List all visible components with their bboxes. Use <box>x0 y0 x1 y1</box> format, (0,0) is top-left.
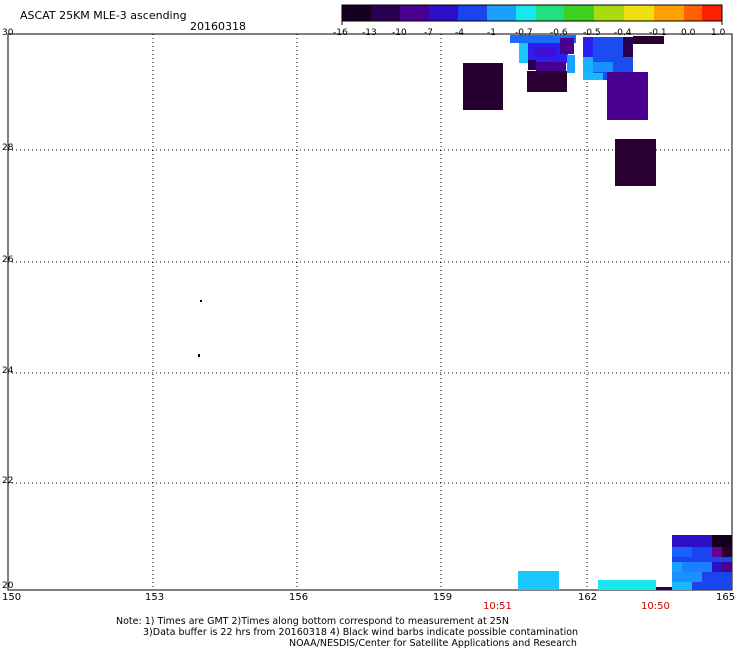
map-title: ASCAT 25KM MLE-3 ascending <box>20 9 187 22</box>
colorbar-label: -10 <box>392 28 407 38</box>
data-cell <box>672 535 712 547</box>
data-cell <box>583 73 603 80</box>
credit-line: NOAA/NESDIS/Center for Satellite Applica… <box>289 638 577 649</box>
data-cell <box>623 37 633 57</box>
grid-lines <box>8 34 732 590</box>
note-line-1: Note: 1) Times are GMT 2)Times along bot… <box>116 616 509 627</box>
data-cell <box>567 55 575 73</box>
colorbar-label: -0.6 <box>550 28 568 38</box>
colorbar-seg-6 <box>516 5 536 21</box>
data-cell <box>656 587 672 590</box>
colorbar-seg-0 <box>342 5 371 21</box>
plot-frame <box>7 33 733 591</box>
lon-label: 159 <box>433 592 453 603</box>
data-cell <box>527 71 567 92</box>
colorbar-label: -1 <box>487 28 496 38</box>
colorbar-seg-5 <box>487 5 516 21</box>
colorbar-label: -7 <box>424 28 433 38</box>
data-cell <box>672 582 692 590</box>
data-cell <box>712 535 732 547</box>
note-line-2: 3)Data buffer is 22 hrs from 20160318 4)… <box>143 627 579 638</box>
lon-label: 150 <box>2 592 22 603</box>
lat-label: 20 <box>2 581 14 591</box>
data-cell <box>560 38 574 54</box>
wind-barb-mark <box>198 354 200 357</box>
data-cell <box>672 562 682 572</box>
data-cell <box>593 62 613 72</box>
data-cell <box>536 62 566 72</box>
colorbar-seg-9 <box>594 5 624 21</box>
data-cell <box>583 37 593 57</box>
data-cell <box>633 36 664 44</box>
data-cell <box>607 72 648 120</box>
data-cell <box>510 35 576 43</box>
data-cell <box>682 562 712 572</box>
data-cell <box>672 547 692 557</box>
lon-label: 165 <box>716 592 736 603</box>
colorbar-label: -16 <box>333 28 348 38</box>
colorbar <box>341 4 723 22</box>
time-label: 10:51 <box>483 601 512 612</box>
colorbar-seg-10 <box>624 5 654 21</box>
colorbar-seg-7 <box>536 5 564 21</box>
colorbar-label: -13 <box>362 28 377 38</box>
data-cell <box>534 47 556 57</box>
colorbar-label: 1.0 <box>711 28 726 38</box>
data-cell <box>722 562 732 572</box>
lat-label: 22 <box>2 476 14 486</box>
colorbar-seg-1 <box>371 5 400 21</box>
data-cells <box>463 35 732 590</box>
data-cell <box>528 60 536 70</box>
lon-label: 156 <box>289 592 309 603</box>
colorbar-label: -0.4 <box>614 28 632 38</box>
colorbar-seg-11 <box>654 5 684 21</box>
data-cell <box>712 572 732 590</box>
data-cell <box>672 572 702 582</box>
colorbar-seg-13 <box>702 5 722 21</box>
lat-label: 24 <box>2 366 14 376</box>
time-label: 10:50 <box>641 601 670 612</box>
colorbar-label: 0.0 <box>681 28 696 38</box>
colorbar-label: -4 <box>455 28 464 38</box>
lon-label: 162 <box>578 592 598 603</box>
colorbar-label: -0.7 <box>515 28 533 38</box>
wind-barb-mark <box>200 300 202 302</box>
lat-label: 26 <box>2 255 14 265</box>
lat-label: 30 <box>2 28 14 38</box>
lat-label: 28 <box>2 143 14 153</box>
lon-label: 153 <box>145 592 165 603</box>
data-cell <box>463 63 503 110</box>
data-cell <box>712 562 722 572</box>
colorbar-label: -0.5 <box>583 28 601 38</box>
data-cell <box>712 547 722 557</box>
colorbar-seg-2 <box>400 5 429 21</box>
colorbar-ticks <box>341 21 723 25</box>
colorbar-seg-8 <box>564 5 594 21</box>
colorbar-seg-4 <box>458 5 487 21</box>
data-cell <box>615 139 656 186</box>
colorbar-label: -0.1 <box>649 28 667 38</box>
colorbar-seg-12 <box>684 5 702 21</box>
data-cell <box>518 571 559 590</box>
colorbar-frame <box>341 4 723 22</box>
data-cell <box>519 43 528 63</box>
data-cell <box>598 580 656 590</box>
data-cell <box>722 547 732 557</box>
data-cell <box>583 57 593 73</box>
colorbar-seg-3 <box>429 5 458 21</box>
map-date: 20160318 <box>190 20 246 33</box>
